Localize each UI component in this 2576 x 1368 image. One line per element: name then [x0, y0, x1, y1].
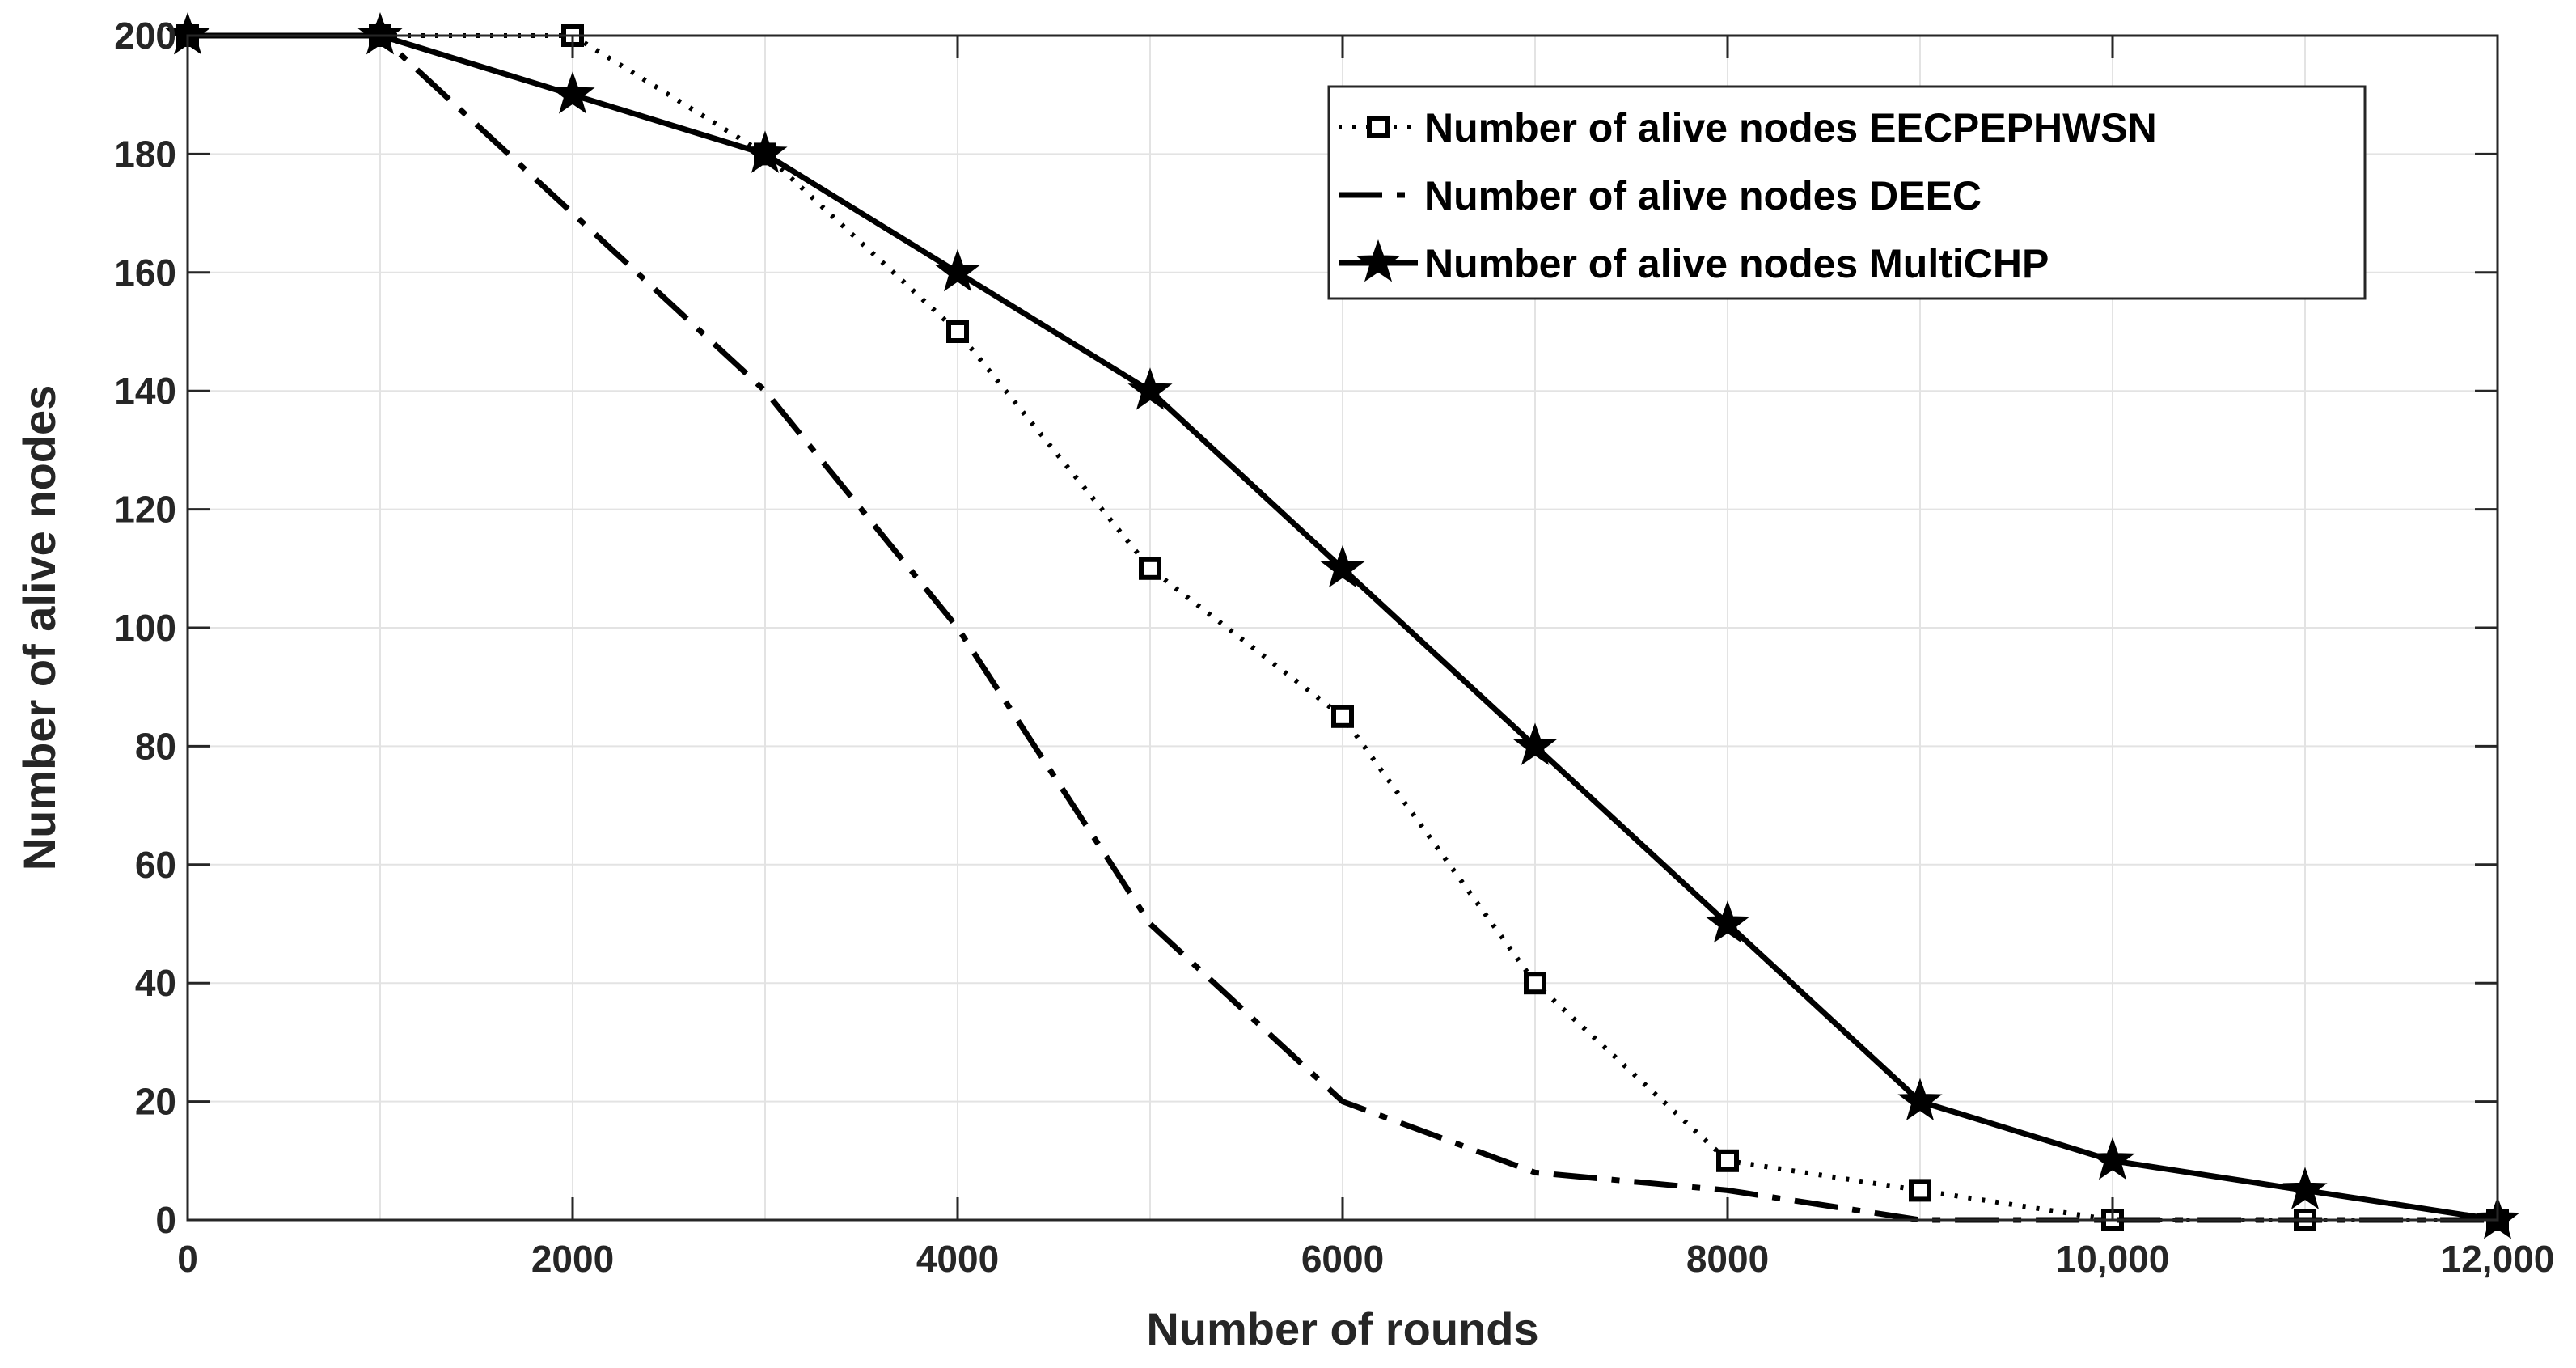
x-tick-label: 2000	[531, 1238, 614, 1280]
legend-label: Number of alive nodes MultiCHP	[1424, 241, 2049, 286]
y-tick-label: 20	[135, 1081, 176, 1123]
legend: Number of alive nodes EECPEPHWSN Number o…	[1327, 85, 2367, 300]
y-tick-label: 180	[114, 133, 176, 175]
data-point-marker	[550, 71, 595, 114]
y-tick-label: 40	[135, 962, 176, 1004]
data-point-marker	[1524, 972, 1546, 995]
series-group-item	[188, 32, 2498, 1223]
data-point-marker	[1139, 557, 1161, 580]
data-point-marker	[1331, 705, 1354, 728]
data-point-marker	[1320, 544, 1365, 588]
series-group-item	[165, 12, 2520, 1239]
y-tick-label: 80	[135, 725, 176, 767]
data-point-marker	[357, 12, 403, 55]
x-axis-label: Number of rounds	[1146, 1303, 1538, 1354]
data-point-marker	[1716, 1149, 1739, 1172]
data-point-marker	[1897, 1078, 1943, 1121]
y-axis-label: Number of alive nodes	[14, 385, 65, 871]
x-tick-label: 12,000	[2441, 1238, 2555, 1280]
data-point-marker	[1909, 1179, 1931, 1202]
x-tick-label: 6000	[1301, 1238, 1384, 1280]
y-tick-label: 60	[135, 844, 176, 886]
axis-ticks: 0 2000 4000 6000 8000 10,000 12,000 0 20 40 60 80 10…	[114, 15, 2554, 1280]
y-tick-label: 0	[155, 1199, 176, 1241]
data-point-marker	[2090, 1137, 2135, 1180]
x-tick-label: 8000	[1686, 1238, 1769, 1280]
legend-marker	[1367, 116, 1390, 138]
data-point-marker	[1512, 722, 1558, 765]
y-tick-label: 100	[114, 607, 176, 649]
x-tick-label: 10,000	[2056, 1238, 2170, 1280]
y-tick-label: 120	[114, 489, 176, 531]
data-point-marker	[742, 130, 788, 173]
legend-label: Number of alive nodes DEEC	[1424, 173, 1982, 218]
data-point-marker	[1127, 367, 1173, 410]
y-tick-label: 140	[114, 370, 176, 412]
y-tick-label: 160	[114, 252, 176, 294]
data-point-marker	[2282, 1167, 2328, 1209]
x-tick-label: 4000	[916, 1238, 999, 1280]
data-point-marker	[1705, 900, 1750, 943]
legend-box	[1327, 85, 2367, 300]
legend-marker	[1356, 239, 1401, 282]
data-point-marker	[946, 320, 969, 343]
series-line	[188, 32, 2498, 1223]
legend-label: Number of alive nodes EECPEPHWSN	[1424, 105, 2157, 150]
x-tick-label: 0	[177, 1238, 198, 1280]
y-tick-label: 200	[114, 15, 176, 57]
data-point-marker	[935, 248, 980, 292]
